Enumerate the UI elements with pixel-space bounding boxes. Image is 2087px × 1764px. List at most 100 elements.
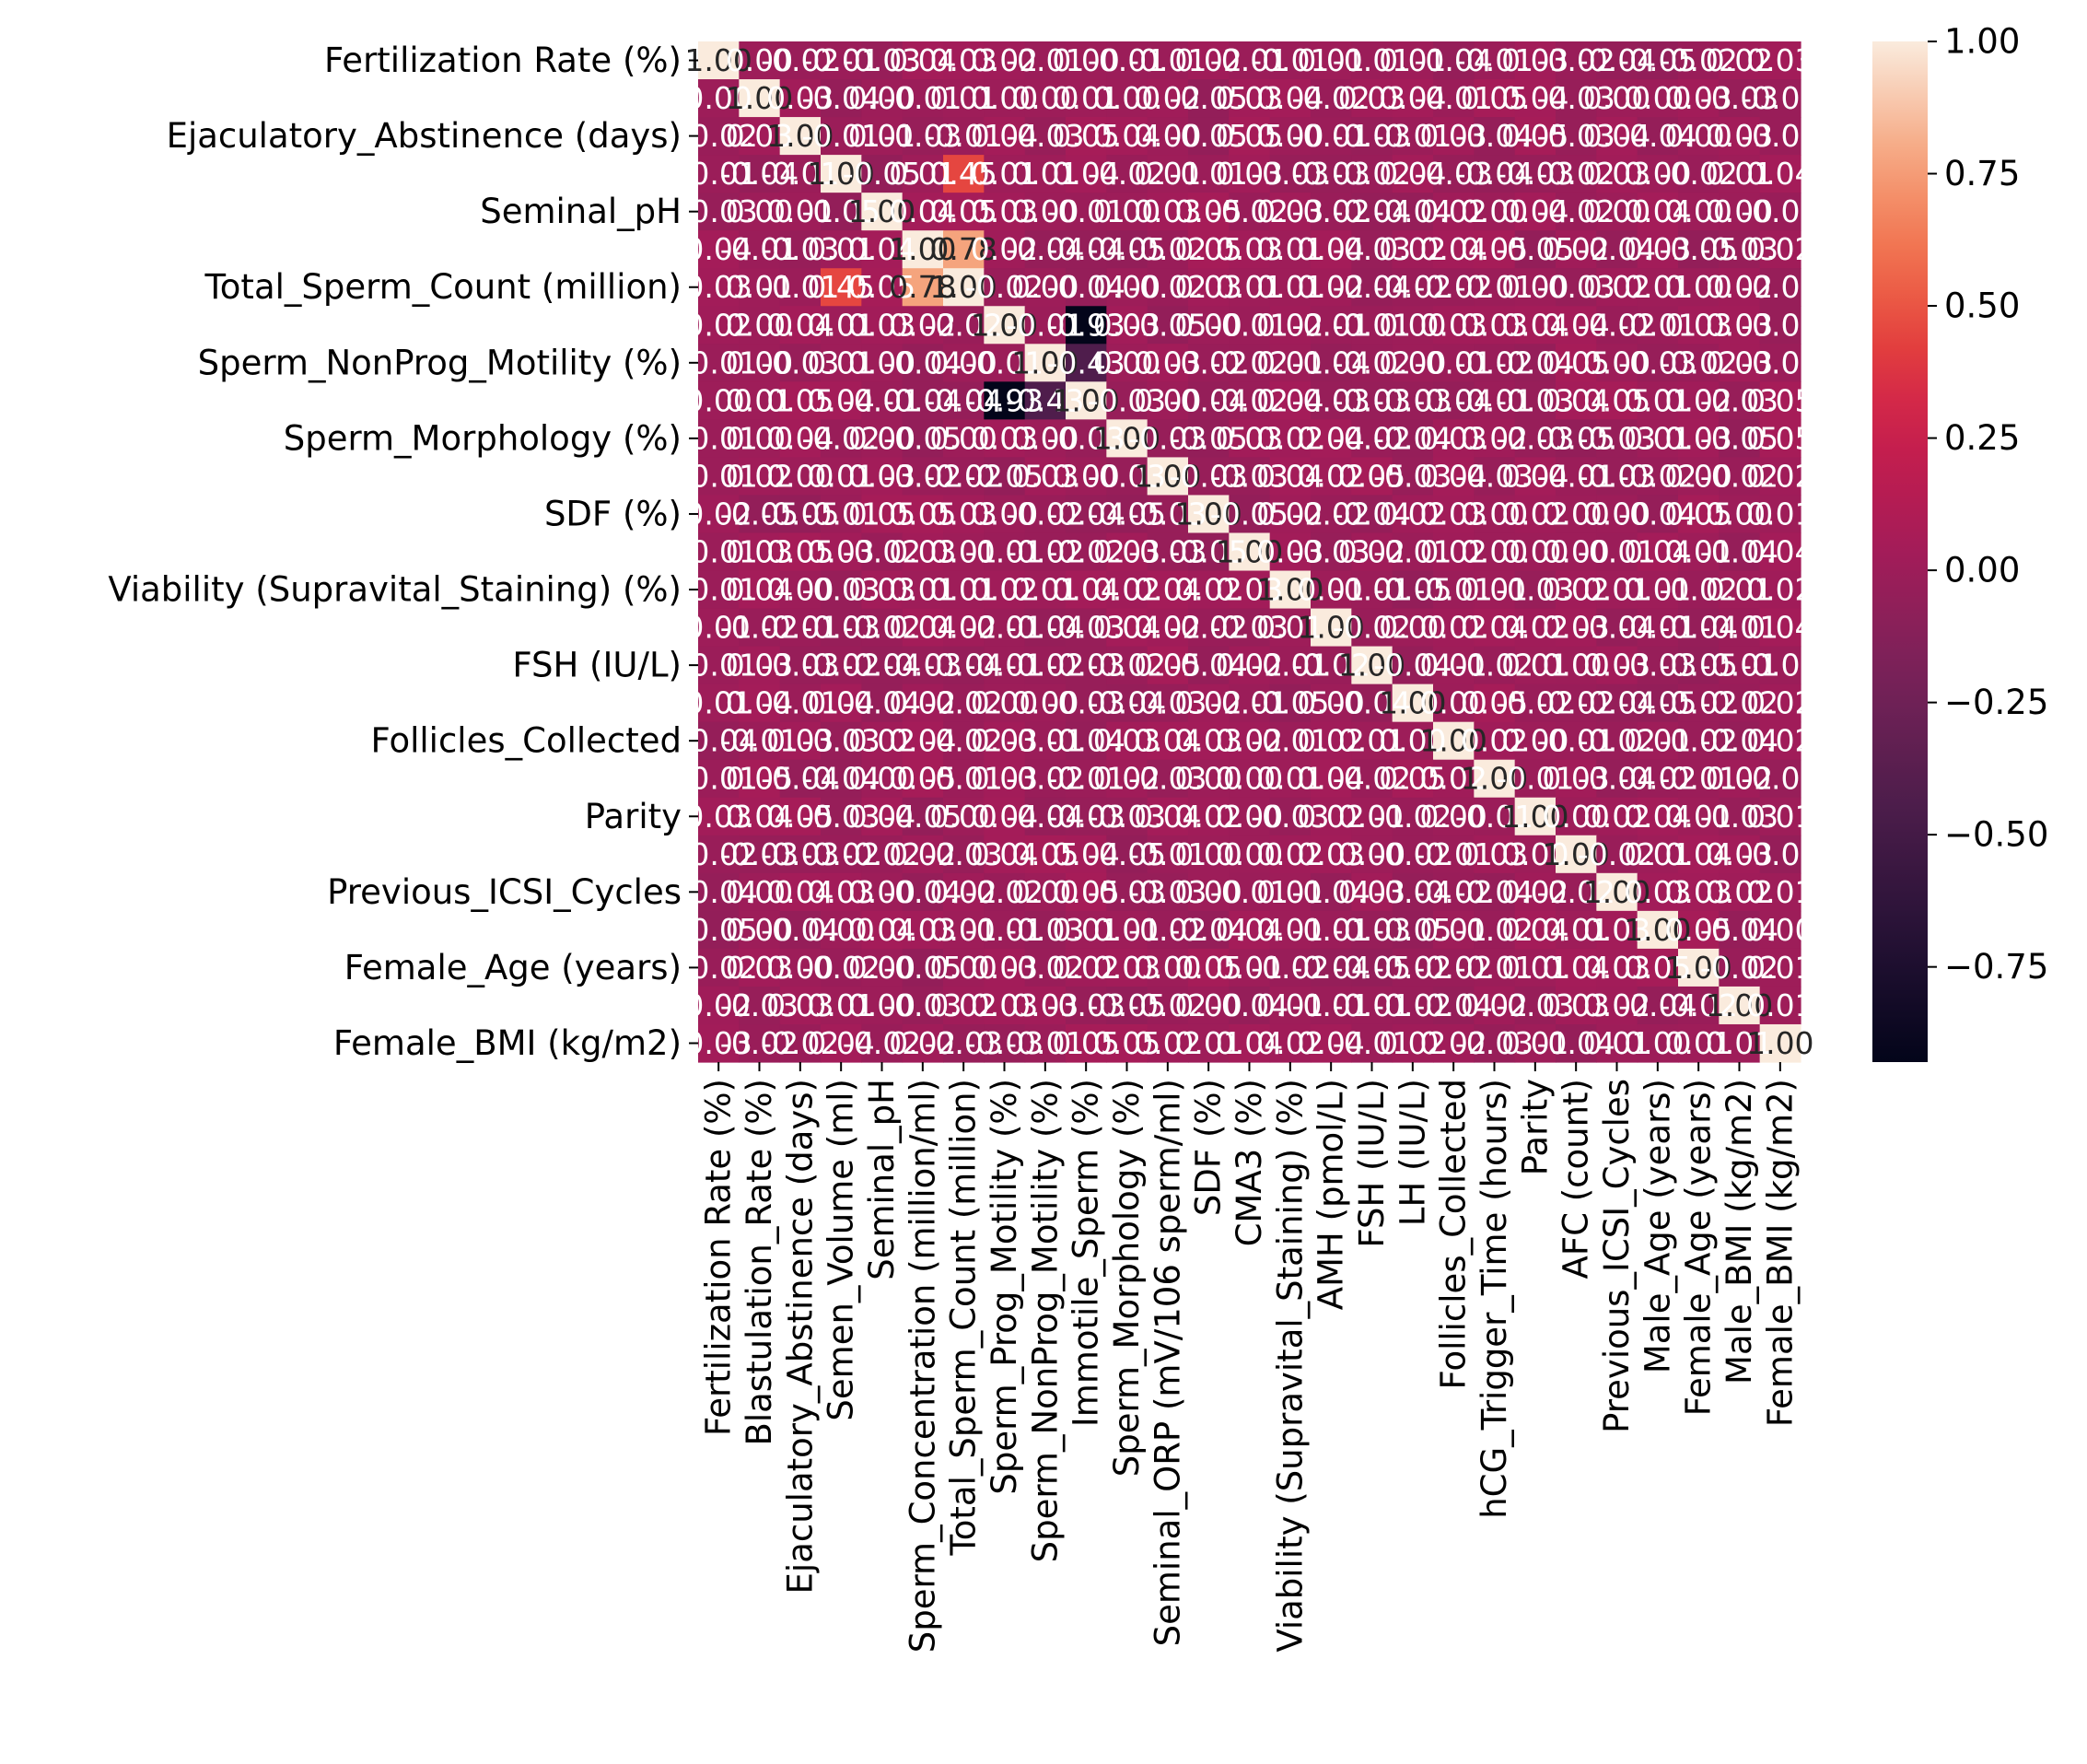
heatmap-cell	[1188, 532, 1230, 572]
heatmap-cell	[698, 910, 740, 950]
heatmap-cell	[1351, 344, 1393, 382]
heatmap-cell	[1066, 457, 1107, 496]
y-tick-label: SDF (%)	[544, 494, 682, 533]
heatmap-cell	[779, 910, 822, 950]
heatmap-cell	[1269, 344, 1312, 382]
heatmap-cell	[1229, 230, 1271, 269]
heatmap-cell	[1351, 193, 1393, 231]
x-tick-label: Sperm_NonProg_Motility (%)	[1025, 1079, 1065, 1562]
heatmap-cell	[1147, 268, 1189, 307]
heatmap-cell	[1759, 344, 1801, 382]
heatmap-cell	[1351, 155, 1393, 193]
heatmap-cell	[861, 948, 904, 987]
cell-annotation: 0.02	[1134, 80, 1201, 116]
heatmap-cell	[1392, 835, 1434, 874]
y-tick-label: Previous_ICSI_Cycles	[327, 872, 682, 912]
heatmap-cell	[821, 419, 862, 459]
heatmap-cell	[1392, 646, 1434, 685]
heatmap-cell	[1147, 230, 1189, 269]
heatmap-cell	[1392, 608, 1434, 648]
heatmap-cell	[1269, 721, 1312, 761]
heatmap-cell	[1024, 155, 1067, 193]
heatmap-cell	[1024, 381, 1067, 420]
heatmap-cell	[1759, 683, 1801, 723]
heatmap-cell	[1351, 268, 1393, 307]
cell-annotation: 0.02	[1746, 685, 1813, 721]
heatmap-cell	[943, 570, 985, 610]
heatmap-cell	[1311, 872, 1352, 912]
heatmap-cell	[1024, 948, 1067, 987]
x-tick-label: Sperm_Prog_Motility (%)	[985, 1079, 1024, 1495]
heatmap-cell	[1106, 268, 1148, 307]
heatmap-cell	[1596, 683, 1638, 723]
cell-annotation: -0.01	[924, 118, 1002, 154]
heatmap-cell	[1351, 570, 1393, 610]
cell-annotation: -0.01	[1333, 42, 1411, 78]
heatmap-cell	[1474, 721, 1516, 761]
heatmap-cell	[1637, 872, 1679, 912]
cell-annotation: 0.02	[1746, 458, 1813, 494]
x-tick-label: FSH (IU/L)	[1352, 1079, 1392, 1248]
heatmap-cell	[943, 381, 985, 420]
heatmap-cell	[739, 835, 781, 874]
heatmap-cell	[1024, 683, 1067, 723]
heatmap-cell	[779, 872, 822, 912]
heatmap-cell	[902, 948, 944, 987]
heatmap-cell	[943, 79, 985, 118]
heatmap-cell	[1433, 193, 1475, 231]
cell-annotation: 0.00	[1583, 80, 1650, 116]
x-tick-label: LH (IU/L)	[1393, 1079, 1432, 1226]
heatmap-cell	[698, 381, 740, 420]
heatmap-cell	[1147, 344, 1189, 382]
heatmap-cell	[1514, 117, 1557, 156]
cell-annotation: -0.03	[883, 118, 962, 154]
heatmap-cell	[1311, 41, 1352, 80]
heatmap-cell	[1514, 759, 1557, 799]
heatmap-cell	[821, 797, 862, 836]
y-tick-label: Female_Age (years)	[344, 948, 682, 987]
heatmap-cell	[861, 721, 904, 761]
heatmap-cell	[1637, 155, 1679, 193]
heatmap-cell	[1188, 495, 1230, 534]
heatmap-cell	[902, 1023, 944, 1063]
heatmap-cell	[943, 797, 985, 836]
heatmap-cell	[1392, 532, 1434, 572]
heatmap-cell	[1229, 570, 1271, 610]
heatmap-cell	[1759, 1023, 1801, 1063]
heatmap-cell	[984, 872, 1026, 912]
heatmap-cell	[902, 608, 944, 648]
heatmap-cell	[1637, 721, 1679, 761]
cell-annotation: 0.03	[929, 42, 997, 78]
heatmap-cell	[861, 759, 904, 799]
cell-annotation: -0.02	[1741, 118, 1819, 154]
heatmap-cell	[1719, 721, 1761, 761]
heatmap-cell	[1311, 570, 1352, 610]
heatmap-cell	[1024, 306, 1067, 345]
heatmap-cell	[821, 381, 862, 420]
heatmap-cell	[1311, 948, 1352, 987]
heatmap-cell	[698, 835, 740, 874]
heatmap-cell	[1351, 79, 1393, 118]
heatmap-cell	[1637, 79, 1679, 118]
heatmap-cell	[1514, 797, 1557, 836]
heatmap-cell	[1433, 910, 1475, 950]
heatmap-cell	[1269, 910, 1312, 950]
heatmap-cell	[1311, 230, 1352, 269]
heatmap-cell	[1066, 268, 1107, 307]
cell-annotation: -0.02	[1659, 42, 1737, 78]
heatmap-cell	[943, 155, 985, 193]
heatmap-cell	[1269, 646, 1312, 685]
heatmap-cell	[779, 268, 822, 307]
heatmap-cell	[1392, 721, 1434, 761]
heatmap-cell	[1269, 268, 1312, 307]
heatmap-cell	[861, 835, 904, 874]
heatmap-cell	[1269, 193, 1312, 231]
heatmap-cell	[779, 608, 822, 648]
heatmap-cell	[1188, 646, 1230, 685]
heatmap-cell	[1556, 155, 1597, 193]
heatmap-cell	[1147, 797, 1189, 836]
heatmap-cell	[739, 797, 781, 836]
heatmap-cell	[1147, 608, 1189, 648]
heatmap-cell	[1188, 797, 1230, 836]
cell-annotation: 0.04	[1746, 534, 1813, 570]
